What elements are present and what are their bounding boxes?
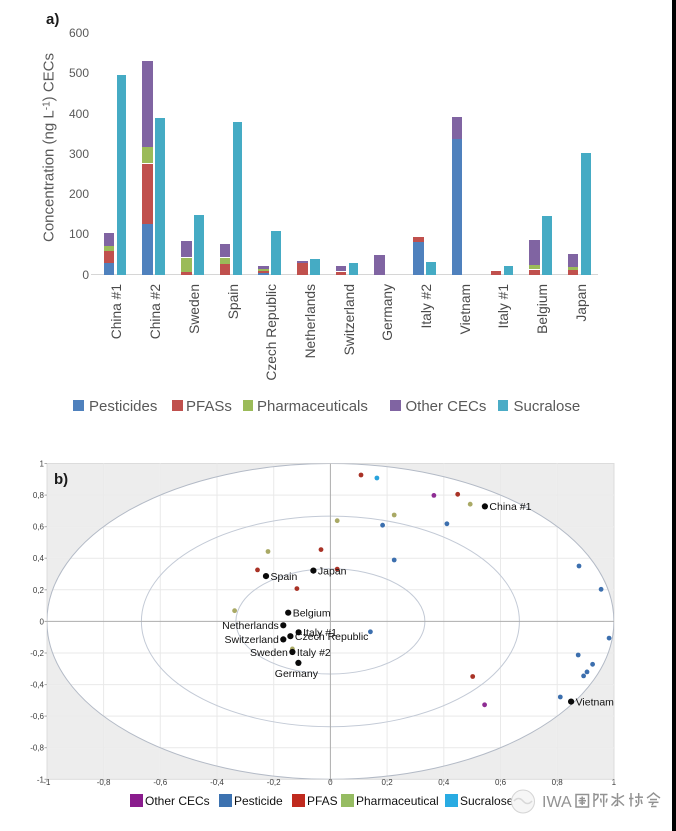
svg-text:0,8: 0,8 bbox=[33, 491, 45, 500]
svg-text:-1: -1 bbox=[37, 775, 45, 784]
svg-text:IWA: IWA bbox=[542, 794, 572, 811]
svg-text:0,2: 0,2 bbox=[33, 586, 45, 595]
svg-text:0,2: 0,2 bbox=[382, 778, 394, 787]
svg-text:China #1: China #1 bbox=[489, 501, 531, 513]
svg-text:0: 0 bbox=[328, 778, 333, 787]
svg-text:Italy #1: Italy #1 bbox=[303, 627, 337, 639]
svg-text:0,6: 0,6 bbox=[33, 523, 45, 532]
svg-text:1: 1 bbox=[612, 778, 617, 787]
svg-text:0: 0 bbox=[40, 617, 45, 626]
svg-text:-0,4: -0,4 bbox=[30, 681, 44, 690]
svg-text:Czech Republic: Czech Republic bbox=[295, 631, 369, 643]
svg-text:0,4: 0,4 bbox=[438, 778, 450, 787]
svg-text:Belgium: Belgium bbox=[293, 608, 331, 620]
svg-text:Germany: Germany bbox=[275, 668, 319, 680]
svg-text:b): b) bbox=[54, 471, 68, 488]
svg-text:-0,8: -0,8 bbox=[30, 744, 44, 753]
svg-text:Japan: Japan bbox=[318, 565, 347, 577]
svg-text:Spain: Spain bbox=[271, 571, 298, 583]
svg-text:-1: -1 bbox=[43, 778, 51, 787]
svg-text:-0,2: -0,2 bbox=[30, 649, 44, 658]
svg-text:-0,8: -0,8 bbox=[97, 778, 111, 787]
svg-text:-0,4: -0,4 bbox=[210, 778, 224, 787]
svg-text:0,4: 0,4 bbox=[33, 554, 45, 563]
svg-text:Vietnam: Vietnam bbox=[576, 696, 615, 708]
svg-text:0,6: 0,6 bbox=[495, 778, 507, 787]
svg-text:Netherlands: Netherlands bbox=[222, 620, 279, 632]
svg-text:Italy #2: Italy #2 bbox=[297, 647, 331, 659]
svg-text:Switzerland: Switzerland bbox=[225, 634, 279, 646]
svg-text:Sweden: Sweden bbox=[250, 647, 288, 659]
svg-text:-0,6: -0,6 bbox=[153, 778, 167, 787]
svg-text:1: 1 bbox=[40, 460, 45, 469]
svg-text:0,8: 0,8 bbox=[552, 778, 564, 787]
svg-text:-0,2: -0,2 bbox=[267, 778, 281, 787]
svg-text:-0,6: -0,6 bbox=[30, 712, 44, 721]
